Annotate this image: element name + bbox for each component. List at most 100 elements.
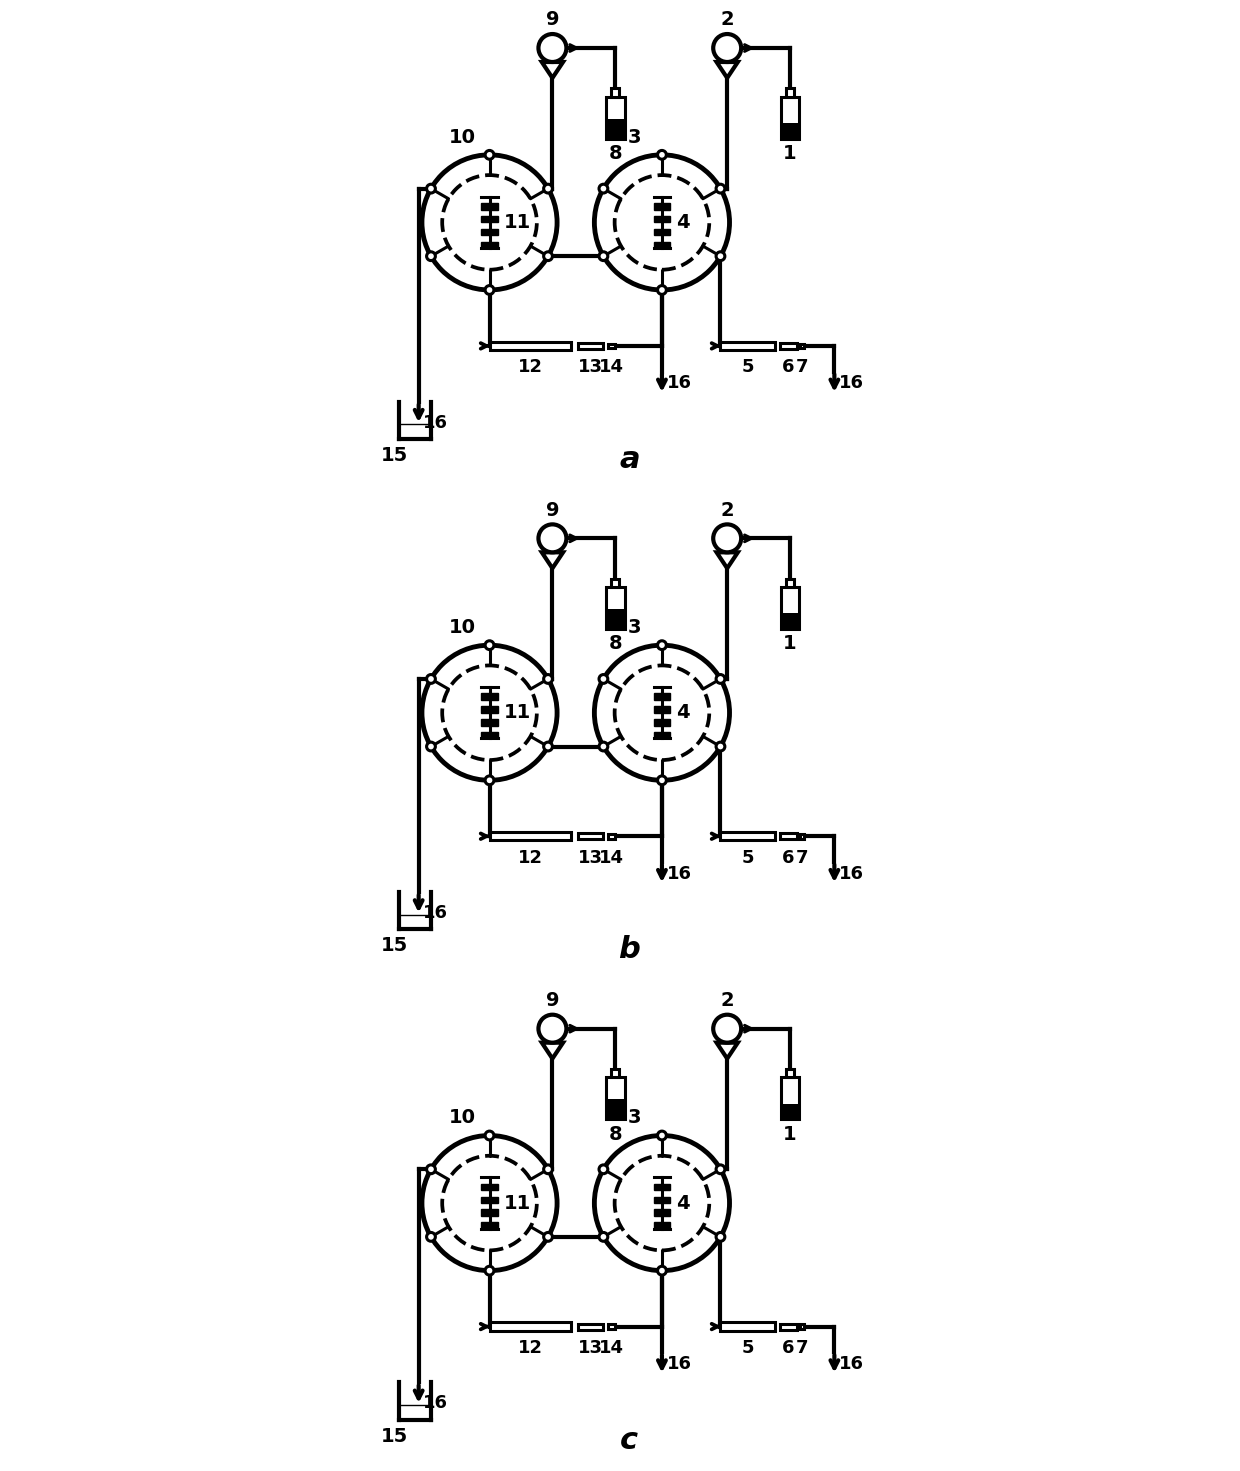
- Text: c: c: [620, 1425, 639, 1455]
- Bar: [490, 1322, 572, 1331]
- Bar: [578, 833, 604, 840]
- Bar: [611, 1069, 619, 1077]
- Text: 16: 16: [667, 1355, 692, 1372]
- Bar: [653, 1222, 670, 1228]
- Bar: [481, 1209, 497, 1217]
- Circle shape: [657, 775, 666, 784]
- Text: 15: 15: [381, 446, 408, 465]
- Bar: [481, 706, 497, 713]
- Bar: [606, 97, 625, 138]
- Bar: [481, 216, 497, 222]
- Circle shape: [594, 1136, 729, 1271]
- Circle shape: [485, 150, 494, 159]
- Text: 10: 10: [449, 128, 476, 147]
- Text: 1: 1: [784, 634, 797, 653]
- Polygon shape: [542, 552, 563, 568]
- Circle shape: [657, 285, 666, 294]
- Circle shape: [594, 646, 729, 780]
- Text: 3: 3: [629, 128, 641, 147]
- Text: 4: 4: [677, 703, 691, 722]
- Text: 2: 2: [720, 10, 734, 29]
- Text: 8: 8: [609, 144, 622, 163]
- Text: 16: 16: [667, 865, 692, 883]
- Bar: [781, 587, 800, 630]
- Circle shape: [485, 285, 494, 294]
- Circle shape: [427, 252, 435, 260]
- Bar: [490, 341, 572, 350]
- Text: 1: 1: [784, 1125, 797, 1144]
- Bar: [606, 609, 624, 628]
- Bar: [481, 733, 497, 738]
- Bar: [653, 706, 670, 713]
- Circle shape: [485, 775, 494, 784]
- Bar: [608, 834, 615, 838]
- Bar: [720, 1322, 775, 1331]
- Text: 6: 6: [782, 1339, 795, 1358]
- Bar: [786, 578, 794, 587]
- Circle shape: [657, 1131, 666, 1140]
- Text: 7: 7: [796, 1339, 808, 1358]
- Bar: [481, 1184, 497, 1190]
- Bar: [481, 693, 497, 700]
- Text: 11: 11: [505, 703, 532, 722]
- Circle shape: [715, 1233, 725, 1242]
- Bar: [608, 344, 615, 349]
- Bar: [781, 97, 800, 138]
- Circle shape: [427, 184, 435, 193]
- Text: 11: 11: [505, 1193, 532, 1212]
- Circle shape: [657, 641, 666, 650]
- Text: 5: 5: [742, 359, 754, 377]
- Bar: [653, 693, 670, 700]
- Text: 12: 12: [518, 849, 543, 866]
- Bar: [720, 341, 775, 350]
- Circle shape: [485, 641, 494, 650]
- Bar: [781, 1103, 799, 1118]
- Text: 10: 10: [449, 1108, 476, 1127]
- Circle shape: [422, 646, 557, 780]
- Bar: [606, 1099, 624, 1118]
- Bar: [578, 343, 604, 349]
- Text: 13: 13: [578, 849, 603, 866]
- Circle shape: [713, 1015, 742, 1043]
- Circle shape: [599, 743, 608, 750]
- Text: 15: 15: [381, 937, 408, 956]
- Circle shape: [538, 34, 567, 62]
- Bar: [781, 1077, 800, 1119]
- Circle shape: [594, 154, 729, 290]
- Bar: [653, 229, 670, 235]
- Bar: [800, 344, 805, 349]
- Text: b: b: [619, 936, 640, 965]
- Text: 1: 1: [784, 144, 797, 163]
- Bar: [653, 733, 670, 738]
- Circle shape: [543, 1233, 553, 1242]
- Text: 4: 4: [677, 1193, 691, 1212]
- Text: 16: 16: [839, 865, 864, 883]
- Bar: [490, 833, 572, 840]
- Bar: [800, 1324, 805, 1328]
- Bar: [578, 1324, 604, 1330]
- Circle shape: [538, 1015, 567, 1043]
- Text: 13: 13: [578, 1339, 603, 1358]
- Circle shape: [485, 1267, 494, 1275]
- Bar: [800, 834, 805, 838]
- Circle shape: [422, 1136, 557, 1271]
- Circle shape: [599, 1165, 608, 1174]
- Text: 3: 3: [629, 1108, 641, 1127]
- Bar: [653, 216, 670, 222]
- Text: 10: 10: [449, 618, 476, 637]
- Bar: [653, 1209, 670, 1217]
- Text: 16: 16: [423, 1395, 449, 1412]
- Bar: [780, 343, 797, 349]
- Text: 12: 12: [518, 1339, 543, 1358]
- Text: 7: 7: [796, 359, 808, 377]
- Bar: [653, 241, 670, 249]
- Bar: [611, 88, 619, 97]
- Circle shape: [599, 1233, 608, 1242]
- Circle shape: [427, 675, 435, 684]
- Text: 14: 14: [599, 1339, 624, 1358]
- Circle shape: [427, 1165, 435, 1174]
- Text: 8: 8: [609, 1125, 622, 1144]
- Text: 9: 9: [546, 10, 559, 29]
- Text: 13: 13: [578, 359, 603, 377]
- Text: 14: 14: [599, 849, 624, 866]
